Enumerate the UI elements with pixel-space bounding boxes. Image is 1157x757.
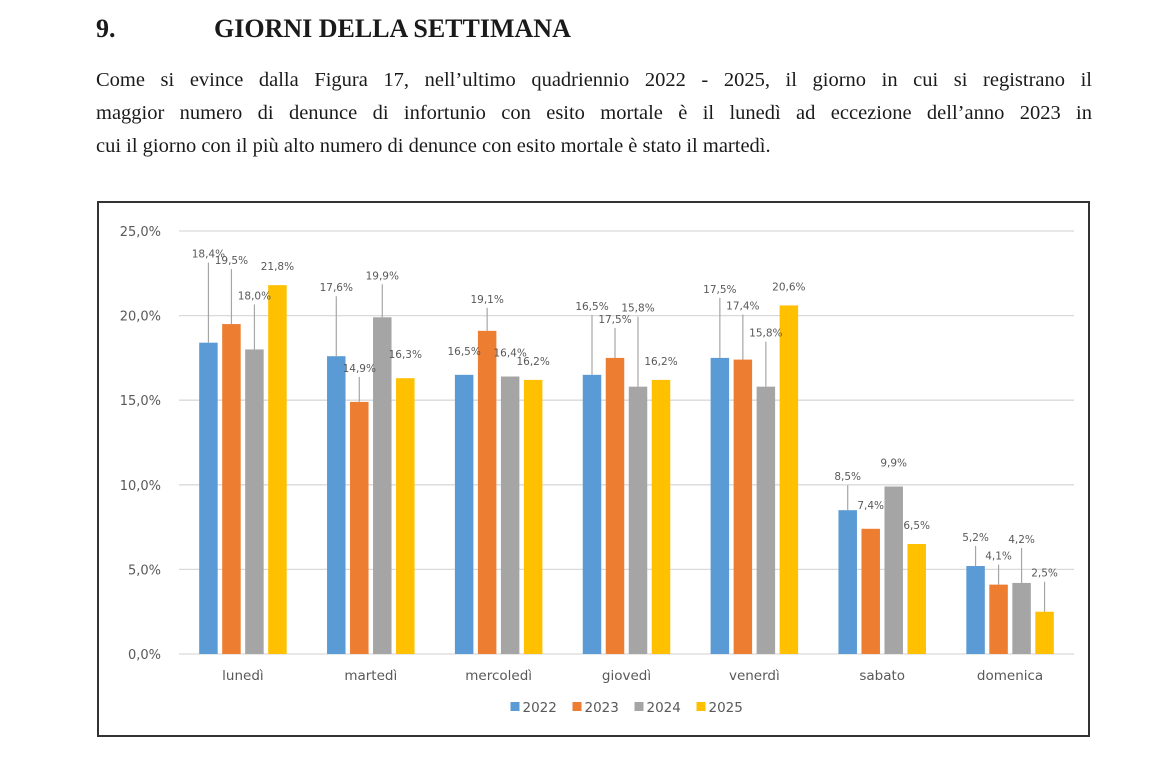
bar-2022-sabato bbox=[838, 510, 857, 654]
x-tick-label: sabato bbox=[859, 668, 905, 684]
bar-2024-domenica bbox=[1012, 582, 1031, 654]
data-label: 18,0% bbox=[238, 290, 271, 302]
legend-item-2025: 2025 bbox=[696, 700, 743, 716]
section-number: 9. bbox=[96, 14, 116, 43]
bar-2024-sabato bbox=[884, 486, 903, 654]
bar-2022-martedì bbox=[327, 356, 346, 654]
bar-2022-giovedì bbox=[582, 374, 602, 654]
legend-label: 2023 bbox=[585, 700, 619, 716]
x-tick-label: domenica bbox=[977, 668, 1043, 684]
legend-swatch bbox=[572, 702, 582, 711]
x-tick-label: lunedì bbox=[222, 668, 264, 684]
gridlines bbox=[179, 230, 1074, 655]
chart-frame: 0,0% 5,0% 10,0% 15,0% 20,0% 25,0% 18,4% 19,5% 1… bbox=[97, 201, 1090, 737]
y-tick-label: 15,0% bbox=[120, 394, 161, 409]
section-title: GIORNI DELLA SETTIMANA bbox=[214, 14, 571, 43]
legend-swatch bbox=[696, 702, 706, 711]
data-label: 16,2% bbox=[516, 356, 549, 368]
legend-item-2024: 2024 bbox=[634, 700, 681, 716]
data-label: 8,5% bbox=[834, 471, 861, 483]
y-tick-label: 5,0% bbox=[128, 563, 161, 578]
x-tick-label: giovedì bbox=[602, 668, 651, 684]
bar-2023-mercoledì bbox=[477, 330, 497, 654]
bar-2025-sabato bbox=[907, 544, 926, 654]
data-label: 17,5% bbox=[703, 284, 736, 296]
bar-2024-venerdì bbox=[756, 386, 776, 654]
data-label: 17,5% bbox=[598, 314, 631, 326]
bar-2022-mercoledì bbox=[454, 374, 474, 654]
bar-2023-lunedì bbox=[222, 324, 241, 654]
data-labels: 18,4%19,5% 18,0% 21,8% 17,6% 14,9% 19,9% 16,3%… bbox=[192, 249, 1058, 580]
paragraph-line: maggior numero di denunce di infortunio … bbox=[96, 102, 1092, 124]
data-label: 19,1% bbox=[470, 294, 503, 306]
bar-2025-lunedì bbox=[268, 285, 287, 654]
bar-2023-giovedì bbox=[605, 357, 625, 654]
legend-label: 2025 bbox=[709, 700, 743, 716]
bar-2025-domenica bbox=[1035, 611, 1054, 654]
legend-label: 2024 bbox=[647, 700, 681, 716]
bar-2023-domenica bbox=[989, 584, 1008, 654]
legend-label: 2022 bbox=[523, 700, 557, 716]
data-label: 18,4% bbox=[192, 249, 225, 261]
y-axis-ticks: 0,0% 5,0% 10,0% 15,0% 20,0% 25,0% bbox=[120, 225, 161, 663]
data-label: 20,6% bbox=[772, 281, 805, 293]
legend-swatch bbox=[510, 702, 520, 711]
data-label: 2,5% bbox=[1031, 568, 1058, 580]
bar-2022-venerdì bbox=[710, 357, 730, 654]
x-tick-label: mercoledì bbox=[465, 668, 532, 684]
bar-2023-sabato bbox=[861, 528, 880, 654]
bar-2022-lunedì bbox=[199, 342, 218, 654]
data-label: 16,5% bbox=[575, 301, 608, 313]
data-label: 15,8% bbox=[749, 328, 782, 340]
legend-swatch bbox=[634, 702, 644, 711]
bar-2024-martedì bbox=[373, 317, 392, 654]
legend: 2022 2023 2024 2025 bbox=[510, 700, 743, 716]
bar-2024-giovedì bbox=[628, 386, 648, 654]
data-label: 7,4% bbox=[857, 500, 884, 512]
bar-2023-venerdì bbox=[733, 359, 753, 654]
data-label: 6,5% bbox=[903, 520, 930, 532]
y-tick-label: 0,0% bbox=[128, 648, 161, 663]
bar-2025-venerdì bbox=[779, 305, 799, 654]
y-tick-label: 20,0% bbox=[120, 310, 161, 325]
data-label: 4,1% bbox=[985, 551, 1012, 563]
bar-2022-domenica bbox=[966, 566, 985, 654]
x-tick-label: martedì bbox=[344, 668, 397, 684]
data-label: 16,4% bbox=[493, 348, 526, 360]
paragraph-line: cui il giorno con il più alto numero di … bbox=[96, 135, 771, 157]
data-label: 4,2% bbox=[1008, 534, 1035, 546]
bar-2025-giovedì bbox=[651, 379, 671, 654]
data-label: 19,9% bbox=[366, 270, 399, 282]
x-axis-labels: lunedì martedì mercoledì giovedì venerdì saba… bbox=[222, 668, 1043, 684]
x-tick-label: venerdì bbox=[729, 668, 780, 684]
paragraph-line: Come si evince dalla Figura 17, nell’ult… bbox=[96, 69, 1092, 91]
body-paragraph: Come si evince dalla Figura 17, nell’ult… bbox=[96, 64, 1092, 163]
y-tick-label: 10,0% bbox=[120, 479, 161, 494]
legend-item-2023: 2023 bbox=[572, 700, 619, 716]
data-label: 19,5% bbox=[215, 255, 248, 267]
bars bbox=[199, 285, 1054, 654]
data-label: 17,4% bbox=[726, 301, 759, 313]
data-label: 16,3% bbox=[389, 349, 422, 361]
leader-lines bbox=[207, 262, 1046, 612]
bar-2024-lunedì bbox=[245, 349, 264, 654]
legend-item-2022: 2022 bbox=[510, 700, 557, 716]
y-tick-label: 25,0% bbox=[120, 225, 161, 240]
bar-2025-mercoledì bbox=[523, 379, 543, 654]
data-label: 16,2% bbox=[644, 356, 677, 368]
data-label: 17,6% bbox=[320, 282, 353, 294]
bar-2025-martedì bbox=[396, 378, 415, 654]
data-label: 15,8% bbox=[621, 303, 654, 315]
bar-chart: 0,0%5,0%10,0%15,0%20,0%25,0% 18,4%19,5%1… bbox=[120, 225, 1074, 716]
bar-2023-martedì bbox=[350, 401, 369, 654]
data-label: 21,8% bbox=[261, 261, 294, 273]
data-label: 14,9% bbox=[343, 363, 376, 375]
data-label: 9,9% bbox=[880, 457, 907, 469]
data-label: 5,2% bbox=[962, 532, 989, 544]
data-label: 16,5% bbox=[447, 346, 480, 358]
bar-2024-mercoledì bbox=[500, 376, 520, 654]
